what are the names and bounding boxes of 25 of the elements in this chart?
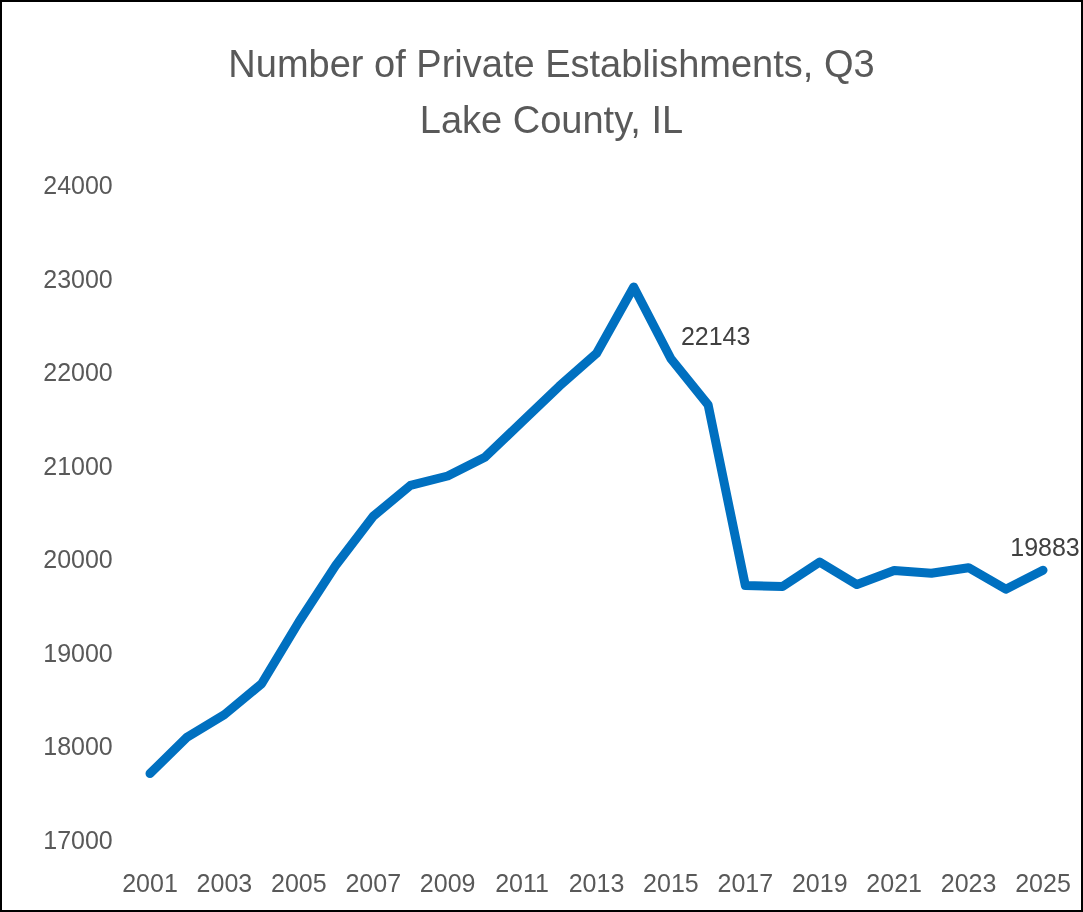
x-tick-label: 2021 bbox=[866, 869, 922, 897]
y-tick-label: 20000 bbox=[43, 545, 113, 574]
x-tick-label: 2013 bbox=[568, 869, 625, 897]
x-tick-label: 2009 bbox=[419, 869, 476, 897]
x-tick-label: 2001 bbox=[122, 869, 178, 897]
data-label: 22143 bbox=[680, 321, 751, 350]
x-tick-label: 2011 bbox=[495, 869, 549, 897]
y-tick-label: 19000 bbox=[43, 638, 113, 667]
y-tick-label: 23000 bbox=[43, 264, 113, 293]
x-tick-label: 2019 bbox=[791, 869, 848, 897]
x-tick-label: 2005 bbox=[271, 869, 327, 897]
x-tick-label: 2007 bbox=[345, 869, 402, 897]
data-label: 19883 bbox=[1010, 533, 1080, 562]
chart-title: Number of Private Establishments, Q3 bbox=[228, 43, 875, 85]
x-tick-label: 2017 bbox=[717, 869, 774, 897]
y-tick-label: 21000 bbox=[43, 451, 113, 480]
x-tick-label: 2015 bbox=[643, 869, 699, 897]
y-tick-label: 24000 bbox=[43, 171, 113, 199]
y-tick-label: 17000 bbox=[43, 826, 113, 854]
y-tick-label: 22000 bbox=[43, 358, 113, 387]
x-tick-label: 2025 bbox=[1015, 869, 1071, 897]
x-tick-label: 2003 bbox=[196, 869, 253, 897]
x-tick-label: 2023 bbox=[940, 869, 997, 897]
y-tick-label: 18000 bbox=[43, 732, 113, 761]
chart-subtitle: Lake County, IL bbox=[419, 99, 684, 141]
